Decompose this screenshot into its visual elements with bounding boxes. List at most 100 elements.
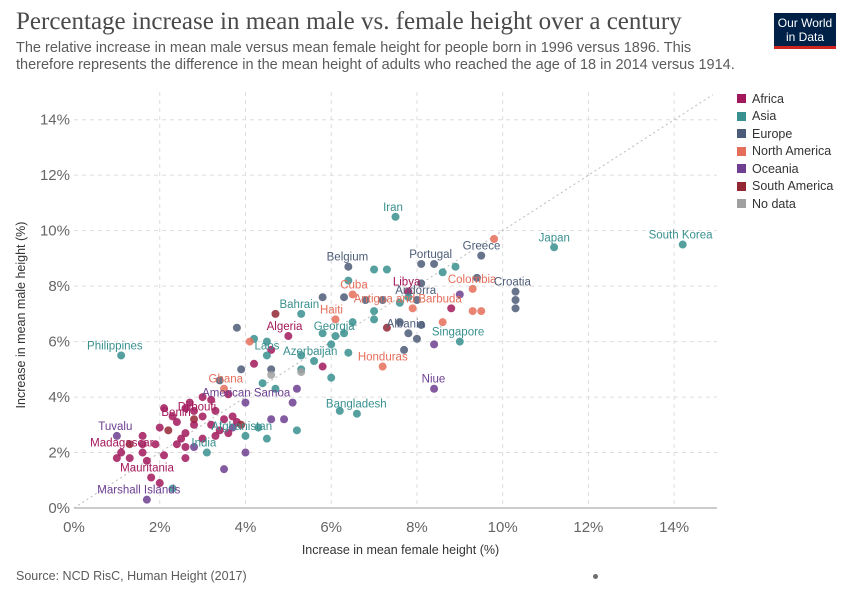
data-point <box>331 332 340 341</box>
data-point <box>181 429 190 438</box>
legend-swatch <box>737 129 746 139</box>
data-point <box>438 268 447 277</box>
data-point <box>198 434 207 443</box>
x-tick-label: 14% <box>659 519 689 536</box>
data-point <box>417 320 426 329</box>
data-label: Andorra <box>395 285 437 297</box>
data-label: Marshall Islands <box>97 485 180 497</box>
data-point <box>438 318 447 327</box>
data-point <box>211 406 220 415</box>
data-point <box>207 395 216 404</box>
legend-swatch <box>737 199 746 209</box>
data-point <box>168 412 177 421</box>
legend-swatch <box>737 181 746 191</box>
data-point <box>232 323 241 332</box>
data-point <box>117 448 126 457</box>
data-point <box>172 440 181 449</box>
data-label: Mauritania <box>120 462 174 474</box>
data-point <box>318 362 327 371</box>
data-point <box>340 293 349 302</box>
data-point <box>138 431 147 440</box>
data-point <box>455 290 464 299</box>
data-point <box>112 431 121 440</box>
legend-swatch <box>737 111 746 121</box>
data-point <box>198 393 207 402</box>
data-label: South Korea <box>649 230 714 242</box>
legend-item[interactable]: Asia <box>737 108 833 126</box>
x-tick-label: 2% <box>149 519 171 536</box>
data-label: Cuba <box>340 279 368 291</box>
data-point <box>262 337 271 346</box>
data-point <box>228 412 237 421</box>
data-point <box>117 351 126 360</box>
legend-item[interactable]: Oceania <box>737 160 833 178</box>
logo-line-1: Our World <box>777 16 833 30</box>
data-label: Djibouti <box>178 401 216 413</box>
legend-label: Africa <box>752 91 784 106</box>
legend-swatch <box>737 94 746 104</box>
data-label: Albania <box>387 318 426 330</box>
data-point <box>348 290 357 299</box>
data-point <box>254 423 263 432</box>
data-label: Haiti <box>320 304 343 316</box>
data-point <box>550 243 559 252</box>
x-tick-label: 4% <box>235 519 257 536</box>
data-point <box>228 423 237 432</box>
data-point <box>267 345 276 354</box>
data-label: Niue <box>422 374 446 386</box>
data-point <box>142 495 151 504</box>
data-point <box>430 384 439 393</box>
legend-item[interactable]: No data <box>737 195 833 213</box>
data-point <box>224 390 233 399</box>
data-point <box>417 259 426 268</box>
data-point <box>297 351 306 360</box>
y-tick-label: 6% <box>48 334 70 351</box>
data-point <box>172 418 181 427</box>
data-point <box>395 318 404 327</box>
data-point <box>417 279 426 288</box>
data-point <box>190 420 199 429</box>
data-point <box>344 262 353 271</box>
data-point <box>125 454 134 463</box>
data-point <box>181 404 190 413</box>
data-point <box>288 398 297 407</box>
data-point <box>297 309 306 318</box>
data-label: Libya <box>393 277 421 289</box>
data-point <box>404 293 413 302</box>
data-point <box>477 251 486 260</box>
data-label: Honduras <box>358 352 408 364</box>
data-point <box>344 348 353 357</box>
legend: Africa Asia Europe North America Oceania Sout… <box>737 90 833 213</box>
data-point <box>335 406 344 415</box>
data-point <box>250 359 259 368</box>
data-point <box>400 345 409 354</box>
data-point <box>370 307 379 316</box>
y-tick-label: 0% <box>48 500 70 517</box>
data-point <box>318 293 327 302</box>
data-point <box>207 420 216 429</box>
data-label: Croatia <box>494 277 532 289</box>
data-point <box>220 465 229 474</box>
data-point <box>215 426 224 435</box>
legend-item[interactable]: Africa <box>737 90 833 108</box>
data-point <box>327 373 336 382</box>
legend-item[interactable]: South America <box>737 178 833 196</box>
data-point <box>331 315 340 324</box>
owid-logo[interactable]: Our World in Data <box>774 13 836 49</box>
legend-item[interactable]: Europe <box>737 125 833 143</box>
data-point <box>220 415 229 424</box>
data-point <box>267 415 276 424</box>
data-label: Greece <box>463 241 501 253</box>
data-point <box>511 287 520 296</box>
data-point <box>477 307 486 316</box>
data-label: Georgia <box>314 321 356 333</box>
data-point <box>198 412 207 421</box>
data-point <box>215 376 224 385</box>
data-point <box>468 307 477 316</box>
data-point <box>267 365 276 374</box>
legend-item[interactable]: North America <box>737 143 833 161</box>
data-label: Bahrain <box>279 299 319 311</box>
legend-swatch <box>737 146 746 156</box>
data-label: Bangladesh <box>326 399 387 411</box>
data-point <box>352 409 361 418</box>
